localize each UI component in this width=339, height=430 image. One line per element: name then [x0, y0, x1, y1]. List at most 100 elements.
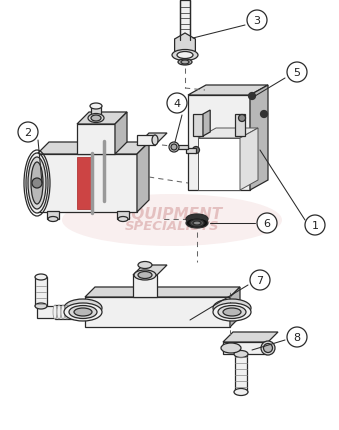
- Bar: [117, 212, 129, 219]
- Text: 1: 1: [312, 221, 319, 230]
- Ellipse shape: [186, 215, 208, 224]
- Ellipse shape: [35, 274, 47, 280]
- Ellipse shape: [57, 305, 61, 319]
- Polygon shape: [77, 113, 127, 125]
- Polygon shape: [198, 139, 240, 190]
- Ellipse shape: [263, 344, 273, 353]
- Polygon shape: [85, 297, 230, 327]
- Polygon shape: [230, 287, 240, 327]
- Ellipse shape: [31, 163, 43, 205]
- Circle shape: [239, 115, 245, 122]
- Circle shape: [305, 215, 325, 236]
- Ellipse shape: [172, 50, 198, 61]
- Bar: [77, 158, 92, 209]
- Ellipse shape: [69, 306, 97, 319]
- Ellipse shape: [48, 217, 58, 222]
- Polygon shape: [250, 86, 268, 190]
- Bar: [47, 212, 59, 219]
- Polygon shape: [137, 143, 149, 212]
- Polygon shape: [137, 136, 155, 146]
- Polygon shape: [180, 1, 190, 41]
- Ellipse shape: [134, 270, 156, 280]
- Circle shape: [18, 123, 38, 143]
- Ellipse shape: [118, 217, 128, 222]
- Ellipse shape: [65, 305, 69, 319]
- Text: 8: 8: [294, 332, 301, 342]
- Circle shape: [260, 111, 267, 118]
- Text: 4: 4: [174, 99, 181, 109]
- Ellipse shape: [177, 52, 193, 59]
- Ellipse shape: [181, 61, 189, 65]
- Bar: [193, 115, 203, 137]
- Circle shape: [247, 11, 267, 31]
- Circle shape: [248, 93, 256, 100]
- Polygon shape: [115, 113, 127, 155]
- Polygon shape: [37, 155, 137, 212]
- Ellipse shape: [90, 104, 102, 110]
- Circle shape: [167, 94, 187, 114]
- Polygon shape: [223, 332, 278, 342]
- Circle shape: [250, 270, 270, 290]
- Ellipse shape: [218, 306, 246, 319]
- Text: 6: 6: [263, 218, 271, 228]
- Ellipse shape: [138, 262, 152, 269]
- Circle shape: [257, 214, 277, 233]
- Polygon shape: [188, 96, 250, 190]
- Polygon shape: [235, 354, 247, 392]
- Polygon shape: [133, 265, 167, 275]
- Polygon shape: [203, 111, 210, 137]
- Ellipse shape: [178, 60, 192, 66]
- Circle shape: [32, 178, 42, 189]
- Polygon shape: [175, 34, 195, 58]
- Ellipse shape: [190, 220, 204, 227]
- Ellipse shape: [152, 136, 158, 146]
- Polygon shape: [240, 129, 258, 190]
- Circle shape: [193, 147, 199, 154]
- Circle shape: [171, 144, 177, 150]
- Polygon shape: [77, 125, 115, 155]
- Ellipse shape: [213, 299, 251, 317]
- Ellipse shape: [69, 305, 73, 319]
- Ellipse shape: [186, 218, 208, 228]
- Ellipse shape: [91, 116, 101, 122]
- Circle shape: [169, 143, 179, 153]
- Bar: [91, 107, 101, 119]
- Ellipse shape: [64, 303, 102, 321]
- Bar: [174, 146, 188, 150]
- Ellipse shape: [261, 341, 275, 355]
- Ellipse shape: [61, 305, 65, 319]
- Polygon shape: [198, 129, 258, 139]
- Circle shape: [287, 63, 307, 83]
- Polygon shape: [37, 143, 149, 155]
- Polygon shape: [37, 306, 55, 318]
- Ellipse shape: [62, 194, 282, 246]
- Ellipse shape: [193, 221, 201, 225]
- Ellipse shape: [213, 303, 251, 321]
- Ellipse shape: [53, 305, 57, 319]
- Polygon shape: [133, 275, 157, 297]
- Ellipse shape: [64, 299, 102, 317]
- Text: 3: 3: [254, 16, 260, 26]
- Polygon shape: [35, 277, 47, 306]
- Ellipse shape: [28, 158, 46, 209]
- Polygon shape: [137, 134, 167, 146]
- Polygon shape: [188, 86, 268, 96]
- Ellipse shape: [138, 272, 152, 279]
- Ellipse shape: [234, 389, 248, 396]
- Text: 5: 5: [294, 68, 300, 78]
- Text: 2: 2: [24, 128, 32, 138]
- Ellipse shape: [234, 351, 248, 358]
- Text: 7: 7: [256, 275, 263, 286]
- Bar: [186, 149, 196, 154]
- Polygon shape: [223, 342, 268, 354]
- Ellipse shape: [221, 343, 241, 353]
- Ellipse shape: [26, 154, 48, 214]
- Polygon shape: [85, 287, 240, 297]
- Bar: [235, 115, 245, 137]
- Circle shape: [287, 327, 307, 347]
- Ellipse shape: [223, 308, 241, 316]
- Ellipse shape: [74, 308, 92, 316]
- Polygon shape: [55, 305, 73, 319]
- Text: SPECIALISTS: SPECIALISTS: [125, 220, 219, 233]
- Text: EQUIPMENT: EQUIPMENT: [121, 206, 223, 221]
